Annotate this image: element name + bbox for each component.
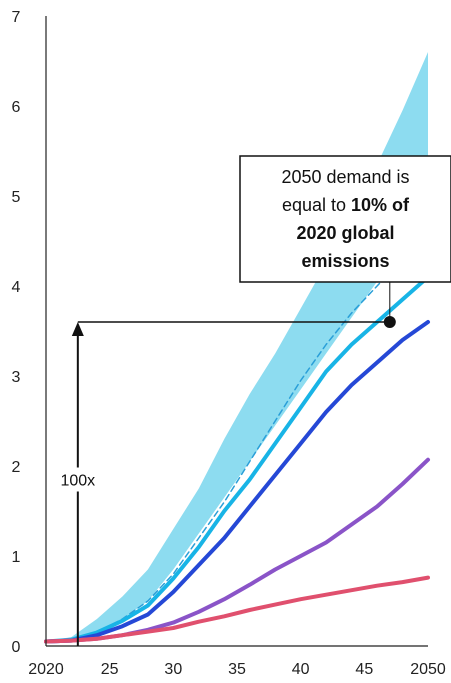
callout-text-span: 2050 demand is: [281, 167, 409, 187]
y-tick-label: 7: [12, 9, 21, 26]
scenario-range-area: [46, 52, 428, 642]
scenario-range-band: [46, 52, 428, 642]
annotations: 100x 2050 demand is equal to 10% of 2020 g…: [55, 155, 451, 646]
y-tick-label: 0: [12, 639, 21, 656]
x-tick-label: 25: [101, 661, 119, 678]
callout-box: [239, 155, 451, 283]
callout-line: emissions: [301, 251, 389, 271]
callout-text-span: 2020 global: [296, 223, 394, 243]
x-tick-label: 40: [292, 661, 310, 678]
y-tick-label: 2: [12, 459, 21, 476]
series-line-5: [44, 575, 430, 644]
series-line-3: [44, 320, 430, 644]
y-tick-label: 4: [12, 279, 21, 296]
callout-text-span: 10% of: [351, 195, 410, 215]
x-tick-label: 2020: [28, 661, 64, 678]
callout-text: 2050 demand is equal to 10% of 2020 global…: [281, 167, 410, 271]
hundredfold-arrow-head: [71, 322, 84, 336]
multiplier-label-background: [55, 467, 100, 492]
demand-2050-marker: [383, 316, 396, 328]
x-tick-label: 2050: [410, 661, 446, 678]
y-tick-label: 1: [12, 549, 21, 566]
y-tick-label: 5: [12, 189, 21, 206]
multiplier-label: 100x: [60, 473, 95, 490]
callout-text-span: emissions: [301, 251, 389, 271]
callout-line: equal to 10% of: [282, 195, 410, 215]
callout-line: 2050 demand is: [281, 167, 409, 187]
x-tick-label: 45: [355, 661, 373, 678]
y-tick-label: 3: [12, 369, 21, 386]
callout-text-span: equal to: [282, 195, 351, 215]
series-lines: [44, 249, 430, 644]
callout-line: 2020 global: [296, 223, 394, 243]
series-line-2: [44, 275, 430, 644]
x-tick-label: 35: [228, 661, 246, 678]
y-tick-label: 6: [12, 99, 21, 116]
x-tick-label: 30: [164, 661, 182, 678]
